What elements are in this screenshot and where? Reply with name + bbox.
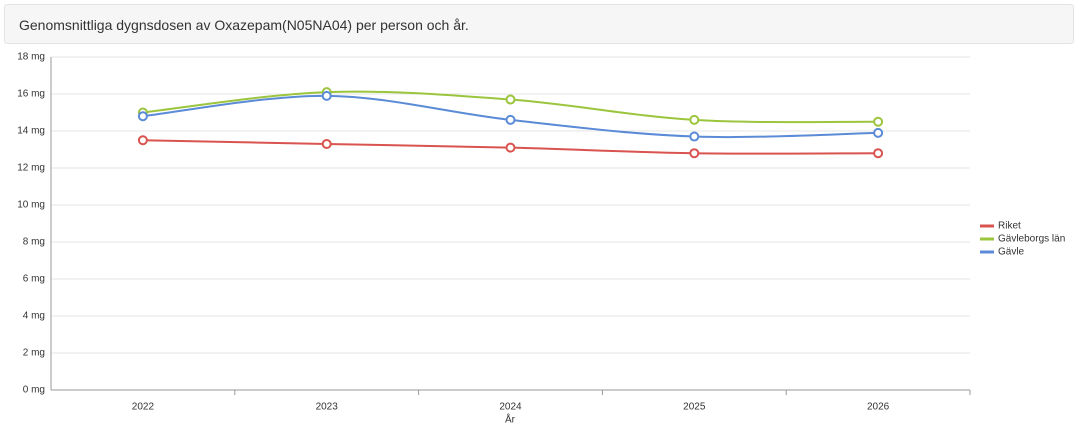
x-tick-label: 2022 bbox=[132, 402, 155, 413]
x-tick-label: 2025 bbox=[683, 402, 706, 413]
legend-label: Gävle bbox=[998, 247, 1025, 258]
y-tick-label: 10 mg bbox=[17, 200, 45, 211]
data-point bbox=[505, 94, 516, 105]
chart-title: Genomsnittliga dygnsdosen av Oxazepam(N0… bbox=[19, 17, 469, 33]
y-tick-label: 6 mg bbox=[23, 274, 45, 285]
x-tick-label: 2026 bbox=[867, 402, 890, 413]
legend-label: Gävleborgs län bbox=[998, 234, 1065, 245]
data-point bbox=[689, 148, 700, 159]
y-tick-label: 14 mg bbox=[17, 126, 45, 137]
data-point bbox=[505, 142, 516, 153]
y-tick-label: 0 mg bbox=[23, 385, 45, 396]
data-point bbox=[321, 138, 332, 149]
data-point bbox=[689, 114, 700, 125]
data-point bbox=[137, 111, 148, 122]
y-tick-label: 8 mg bbox=[23, 237, 45, 248]
y-tick-label: 2 mg bbox=[23, 348, 45, 359]
data-point bbox=[689, 131, 700, 142]
data-point bbox=[505, 114, 516, 125]
data-point bbox=[137, 135, 148, 146]
x-axis-label: År bbox=[505, 413, 516, 424]
data-point bbox=[873, 116, 884, 127]
data-point bbox=[873, 148, 884, 159]
legend-label: Riket bbox=[998, 221, 1021, 232]
data-point bbox=[321, 90, 332, 101]
panel-header: Genomsnittliga dygnsdosen av Oxazepam(N0… bbox=[4, 4, 1074, 44]
x-tick-label: 2024 bbox=[499, 402, 522, 413]
y-tick-label: 4 mg bbox=[23, 311, 45, 322]
x-tick-label: 2023 bbox=[316, 402, 339, 413]
y-tick-label: 18 mg bbox=[17, 52, 45, 63]
y-tick-label: 16 mg bbox=[17, 89, 45, 100]
y-tick-label: 12 mg bbox=[17, 163, 45, 174]
data-point bbox=[873, 127, 884, 138]
